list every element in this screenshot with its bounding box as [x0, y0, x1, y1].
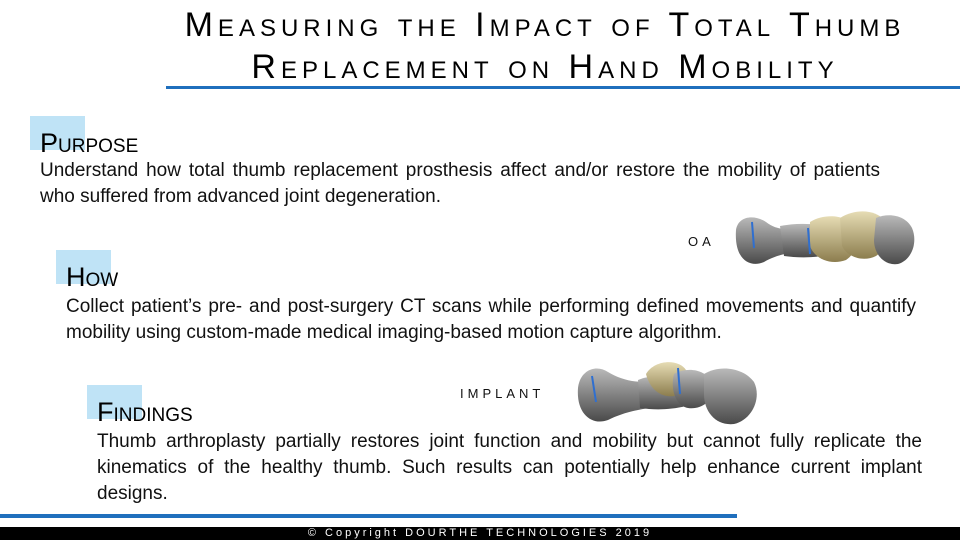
copyright-footer: © Copyright DOURTHE TECHNOLOGIES 2019 [0, 527, 960, 540]
implant-bone-image [577, 362, 757, 425]
findings-heading: Findings [97, 397, 193, 427]
title-underline [166, 86, 960, 89]
purpose-section: Purpose Understand how total thumb repla… [30, 116, 880, 207]
findings-section: Findings Thumb arthroplasty partially re… [87, 385, 922, 504]
purpose-text: Understand how total thumb replacement p… [40, 160, 880, 207]
findings-heading-highlight [87, 385, 142, 419]
oa-image-label: OA [688, 234, 715, 249]
slide-title-line2: Replacement on Hand Mobility [251, 48, 839, 86]
how-text: Collect patient’s pre- and post-surgery … [66, 296, 916, 343]
implant-image-label: IMPLANT [460, 386, 545, 401]
how-section: How Collect patient’s pre- and post-surg… [56, 250, 916, 343]
findings-text: Thumb arthroplasty partially restores jo… [97, 431, 922, 504]
bottom-rule [0, 514, 737, 518]
slide-title-line1: Measuring the Impact of Total Thumb [184, 6, 906, 44]
purpose-heading-highlight [30, 116, 85, 150]
slide-title: Measuring the Impact of Total Thumb Repl… [150, 4, 940, 88]
oa-bone-image [735, 211, 915, 265]
how-heading: How [66, 262, 119, 292]
purpose-heading: Purpose [40, 128, 139, 158]
how-heading-highlight [56, 250, 111, 284]
